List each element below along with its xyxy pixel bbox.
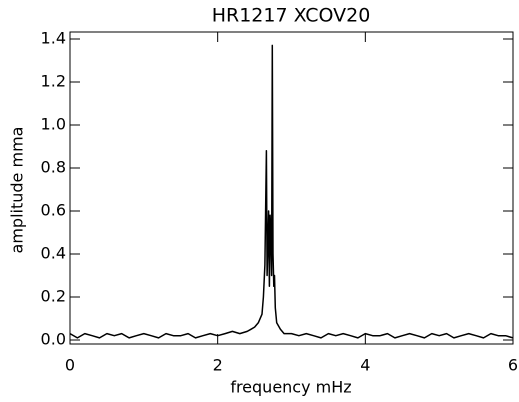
y-tick-label: 1.4: [41, 29, 66, 48]
x-tick-label: 0: [65, 356, 75, 375]
x-tick-label: 2: [213, 356, 223, 375]
y-tick-label: 0.6: [41, 201, 66, 220]
x-tick-label: 6: [508, 356, 518, 375]
y-tick-label: 0.8: [41, 158, 66, 177]
y-tick-label: 1.0: [41, 115, 66, 134]
y-tick-label: 0.4: [41, 244, 66, 263]
plot-frame: [69, 31, 514, 345]
y-axis-label: amplitude mma: [8, 127, 27, 254]
y-tick-label: 0.2: [41, 287, 66, 306]
chart-title: HR1217 XCOV20: [212, 5, 371, 27]
spectrum-line: [69, 44, 514, 339]
x-tick-label: 4: [360, 356, 370, 375]
y-tick-label: 1.2: [41, 72, 66, 91]
y-tick-label: 0.0: [41, 330, 66, 349]
x-axis-label: frequency mHz: [230, 378, 351, 397]
